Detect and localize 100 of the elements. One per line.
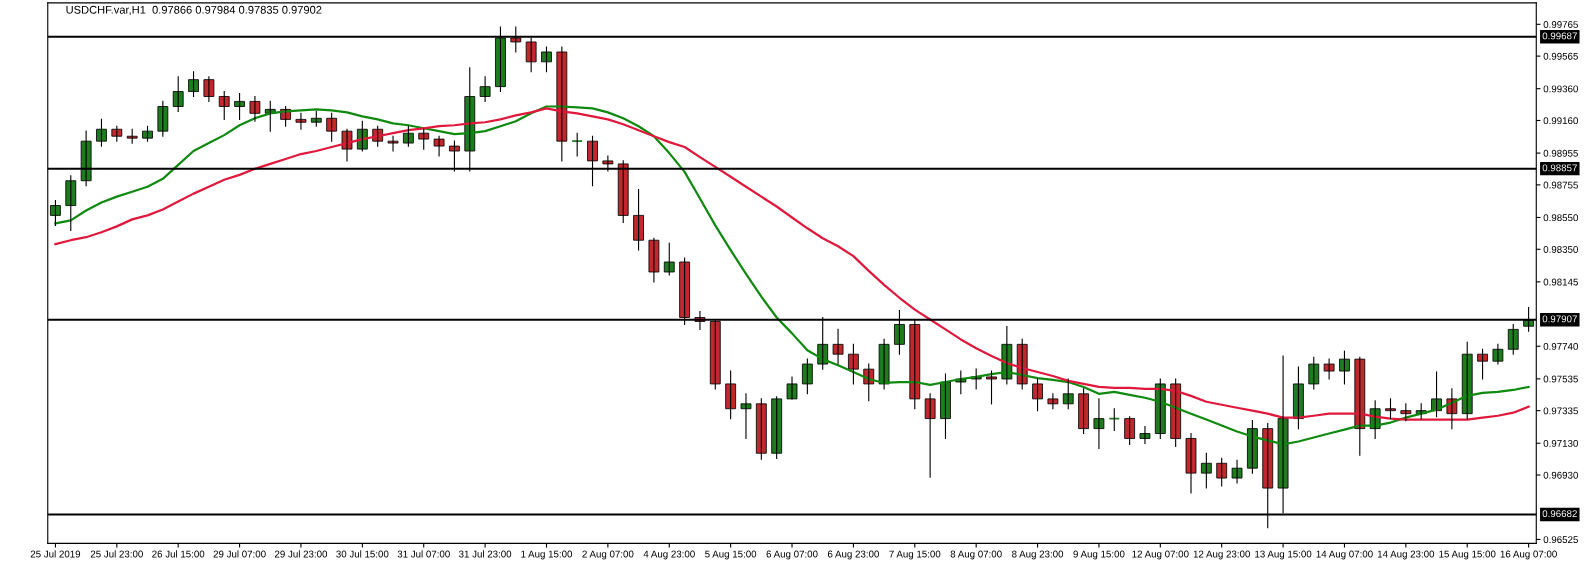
candlestick (832, 328, 844, 365)
y-tick-label: 0.98145 (1543, 278, 1578, 286)
y-tick-label: 0.96930 (1543, 471, 1578, 479)
candlestick (402, 125, 414, 147)
candlestick (188, 71, 199, 98)
x-tick-label: 13 Aug 15:00 (1255, 550, 1312, 560)
candlestick (96, 118, 107, 147)
candlestick (1507, 323, 1519, 355)
candlestick (771, 396, 783, 459)
candlestick (142, 125, 153, 142)
candlestick (924, 393, 936, 478)
y-tick-label: 0.97535 (1543, 375, 1578, 383)
x-tick-label: 31 Jul 23:00 (458, 550, 512, 558)
ref-line-label: 0.96682 (1542, 510, 1577, 518)
ref-line-label: 0.97907 (1542, 315, 1577, 323)
candlestick (1216, 457, 1228, 487)
x-tick-label: 26 Jul 15:00 (152, 550, 205, 558)
y-tick-label: 0.97335 (1543, 407, 1578, 415)
x-tick-label: 31 Jul 07:00 (397, 550, 450, 558)
candlestick (479, 76, 491, 102)
candlestick (433, 135, 445, 157)
candlestick (571, 132, 584, 157)
x-tick-label: 29 Jul 23:00 (274, 550, 328, 558)
chart-title: USDCHF.var,H1 0.97866 0.97984 0.97835 0.97902 (66, 5, 322, 16)
candlestick (218, 91, 230, 120)
x-tick-label: 14 Aug 23:00 (1377, 550, 1435, 560)
candlestick (310, 110, 322, 127)
candlestick (1062, 378, 1074, 410)
y-tick-label: 0.96525 (1543, 536, 1578, 544)
y-tick-label: 0.98955 (1543, 149, 1578, 157)
candlestick (234, 93, 245, 120)
x-tick-label: 30 Jul 15:00 (336, 550, 389, 558)
candlestick (648, 237, 660, 283)
x-tick-label: 8 Aug 23:00 (1012, 550, 1064, 560)
candlestick (203, 76, 215, 102)
candlestick (65, 175, 77, 231)
x-tick-label: 14 Aug 07:00 (1316, 550, 1373, 560)
x-tick-label: 8 Aug 07:00 (950, 550, 1002, 560)
candlestick (1139, 425, 1151, 444)
candlestick (1108, 408, 1121, 432)
x-tick-label: 2 Aug 07:00 (582, 550, 634, 560)
candlestick (755, 398, 767, 460)
x-tick-label: 12 Aug 07:00 (1132, 550, 1189, 560)
candlestick (1200, 452, 1212, 489)
candlestick (387, 135, 399, 152)
candlestick (249, 95, 261, 122)
candlestick (1308, 356, 1320, 390)
ref-line-label: 0.99687 (1542, 32, 1577, 40)
candlestick (1339, 350, 1350, 385)
x-tick-label: 12 Aug 23:00 (1193, 550, 1250, 560)
candlestick (126, 128, 138, 144)
y-tick-label: 0.98350 (1543, 246, 1578, 253)
y-tick-label: 0.97130 (1543, 439, 1578, 447)
candlestick (418, 128, 430, 150)
y-tick-label: 0.99360 (1543, 85, 1578, 93)
candlestick (1032, 378, 1043, 412)
y-tick-label: 0.98755 (1543, 181, 1578, 189)
candlestick (172, 76, 184, 112)
candlestick (326, 112, 338, 142)
candlestick (633, 189, 644, 251)
candlestick (801, 358, 813, 395)
y-tick-label: 0.99160 (1543, 117, 1578, 125)
candlestick (1124, 416, 1136, 445)
x-tick-label: 9 Aug 15:00 (1073, 550, 1125, 560)
x-tick-label: 15 Aug 15:00 (1439, 550, 1496, 560)
candlestick (847, 343, 859, 385)
candlestick (1477, 348, 1488, 380)
x-tick-label: 29 Jul 07:00 (213, 550, 266, 558)
candlestick (786, 376, 798, 400)
candlestick (663, 242, 675, 276)
x-tick-label: 1 Aug 15:00 (521, 550, 573, 560)
candlestick (1047, 393, 1059, 410)
x-tick-label: 6 Aug 23:00 (827, 550, 879, 560)
y-tick-label: 0.99565 (1543, 52, 1578, 60)
candlestick (1078, 388, 1089, 435)
x-tick-label: 7 Aug 15:00 (889, 550, 941, 560)
candlestick (740, 393, 752, 440)
x-tick-label: 4 Aug 23:00 (643, 550, 695, 560)
x-tick-label: 25 Jul 23:00 (90, 550, 143, 558)
candlestick (541, 46, 552, 73)
candlestick (1492, 343, 1504, 365)
x-tick-label: 16 Aug 07:00 (1500, 550, 1557, 560)
y-tick-label: 0.99765 (1543, 21, 1578, 28)
candlestick (1231, 459, 1243, 484)
candlestick (1185, 432, 1197, 494)
x-tick-label: 6 Aug 07:00 (766, 550, 818, 560)
candlestick (1400, 403, 1412, 422)
x-tick-label: 25 Jul 2019 (30, 550, 81, 558)
y-tick-label: 0.98550 (1543, 214, 1578, 222)
candlestick (50, 200, 61, 226)
candlestick (111, 125, 123, 142)
y-tick-label: 0.97740 (1543, 342, 1578, 350)
candlestick (986, 370, 997, 405)
candlestick (725, 370, 737, 420)
candlestick (295, 112, 307, 130)
x-tick-label: 5 Aug 15:00 (705, 550, 757, 560)
candlestick (1093, 398, 1105, 449)
ref-line-label: 0.98857 (1542, 164, 1577, 172)
candlestick (1323, 358, 1335, 380)
candlestick (1385, 398, 1396, 420)
